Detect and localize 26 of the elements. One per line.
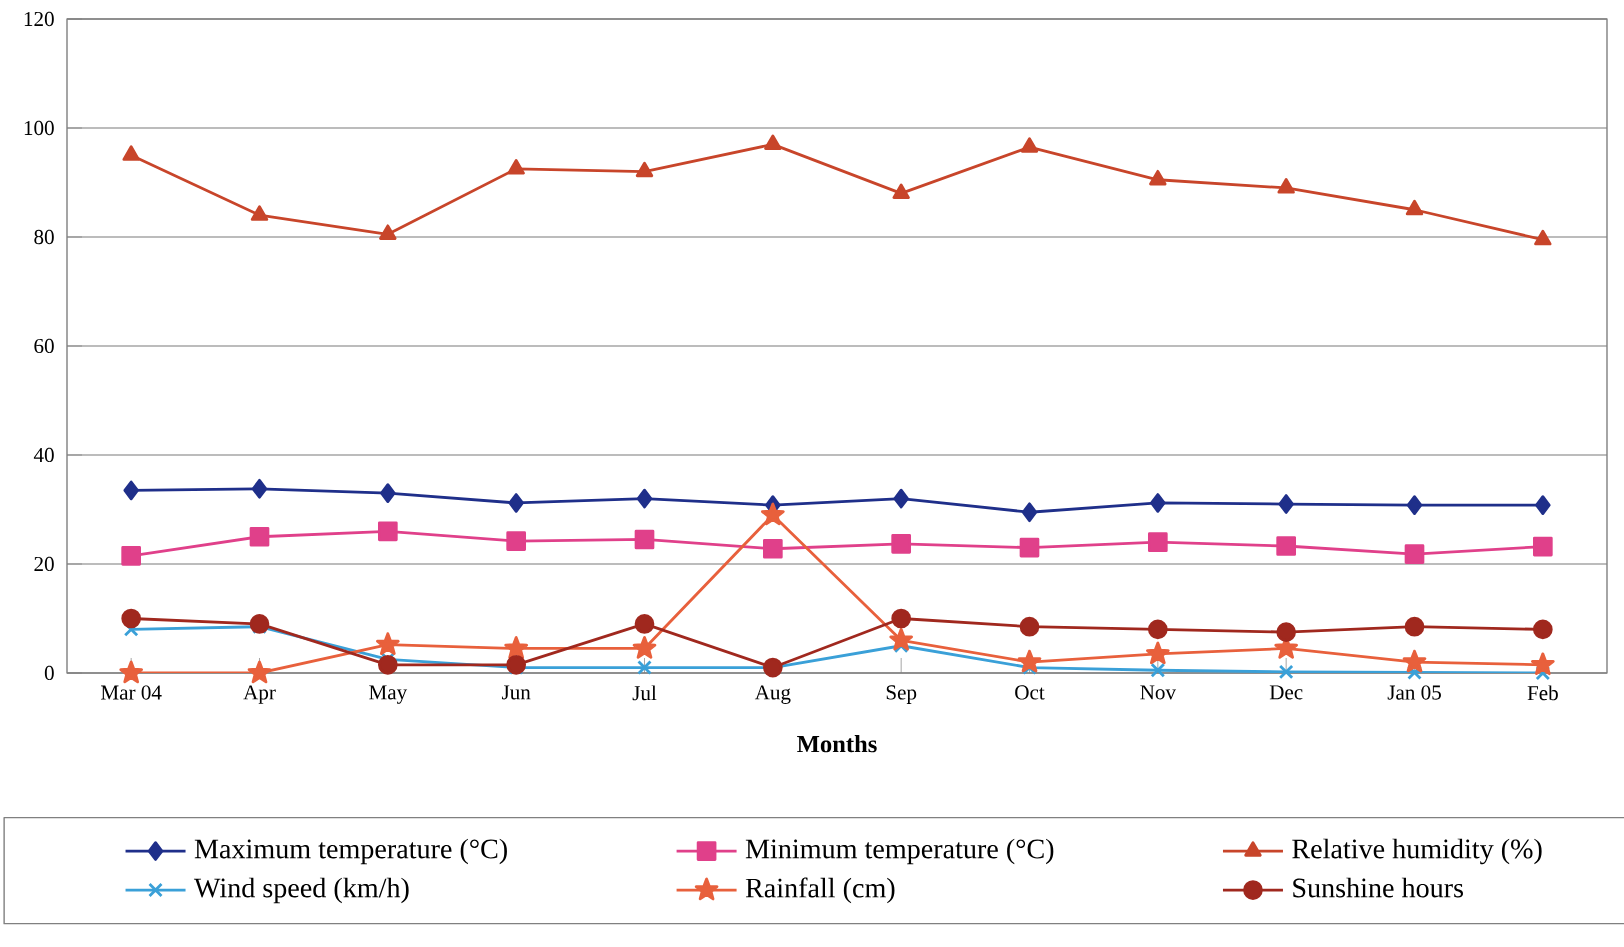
y-tick-label: 40: [33, 447, 54, 463]
x-tick-label: Jan 05: [1387, 685, 1441, 700]
x-tick-label: Apr: [243, 685, 276, 704]
x-axis-title: Months: [797, 735, 877, 753]
x-tick-label: Oct: [1015, 685, 1045, 700]
legend-label: Rainfall (cm): [745, 877, 895, 904]
legend-label: Relative humidity (%): [1292, 838, 1542, 865]
y-tick-label: 120: [24, 11, 54, 27]
legend-label: Maximum temperature (°C): [194, 838, 507, 865]
legend-label: Sunshine hours: [1293, 877, 1463, 898]
x-tick-label: Aug: [754, 685, 791, 704]
legend-label: Minimum temperature (°C): [745, 838, 1054, 865]
x-tick-label: Dec: [1269, 685, 1303, 700]
x-tick-label: Sep: [886, 685, 917, 704]
x-tick-label: Mar 04: [101, 685, 162, 700]
y-tick-label: 60: [34, 338, 54, 354]
x-tick-label: Jun: [501, 685, 531, 700]
legend-label: Wind speed (km/h): [193, 877, 409, 904]
x-tick-label: May: [369, 685, 408, 704]
x-tick-label: Jul: [632, 685, 657, 701]
y-tick-label: 0: [44, 665, 54, 681]
y-tick-label: 100: [24, 120, 54, 136]
x-tick-label: Feb: [1527, 685, 1558, 701]
x-tick-label: Nov: [1140, 685, 1177, 700]
y-tick-label: 20: [34, 556, 54, 572]
y-tick-label: 80: [34, 229, 54, 245]
